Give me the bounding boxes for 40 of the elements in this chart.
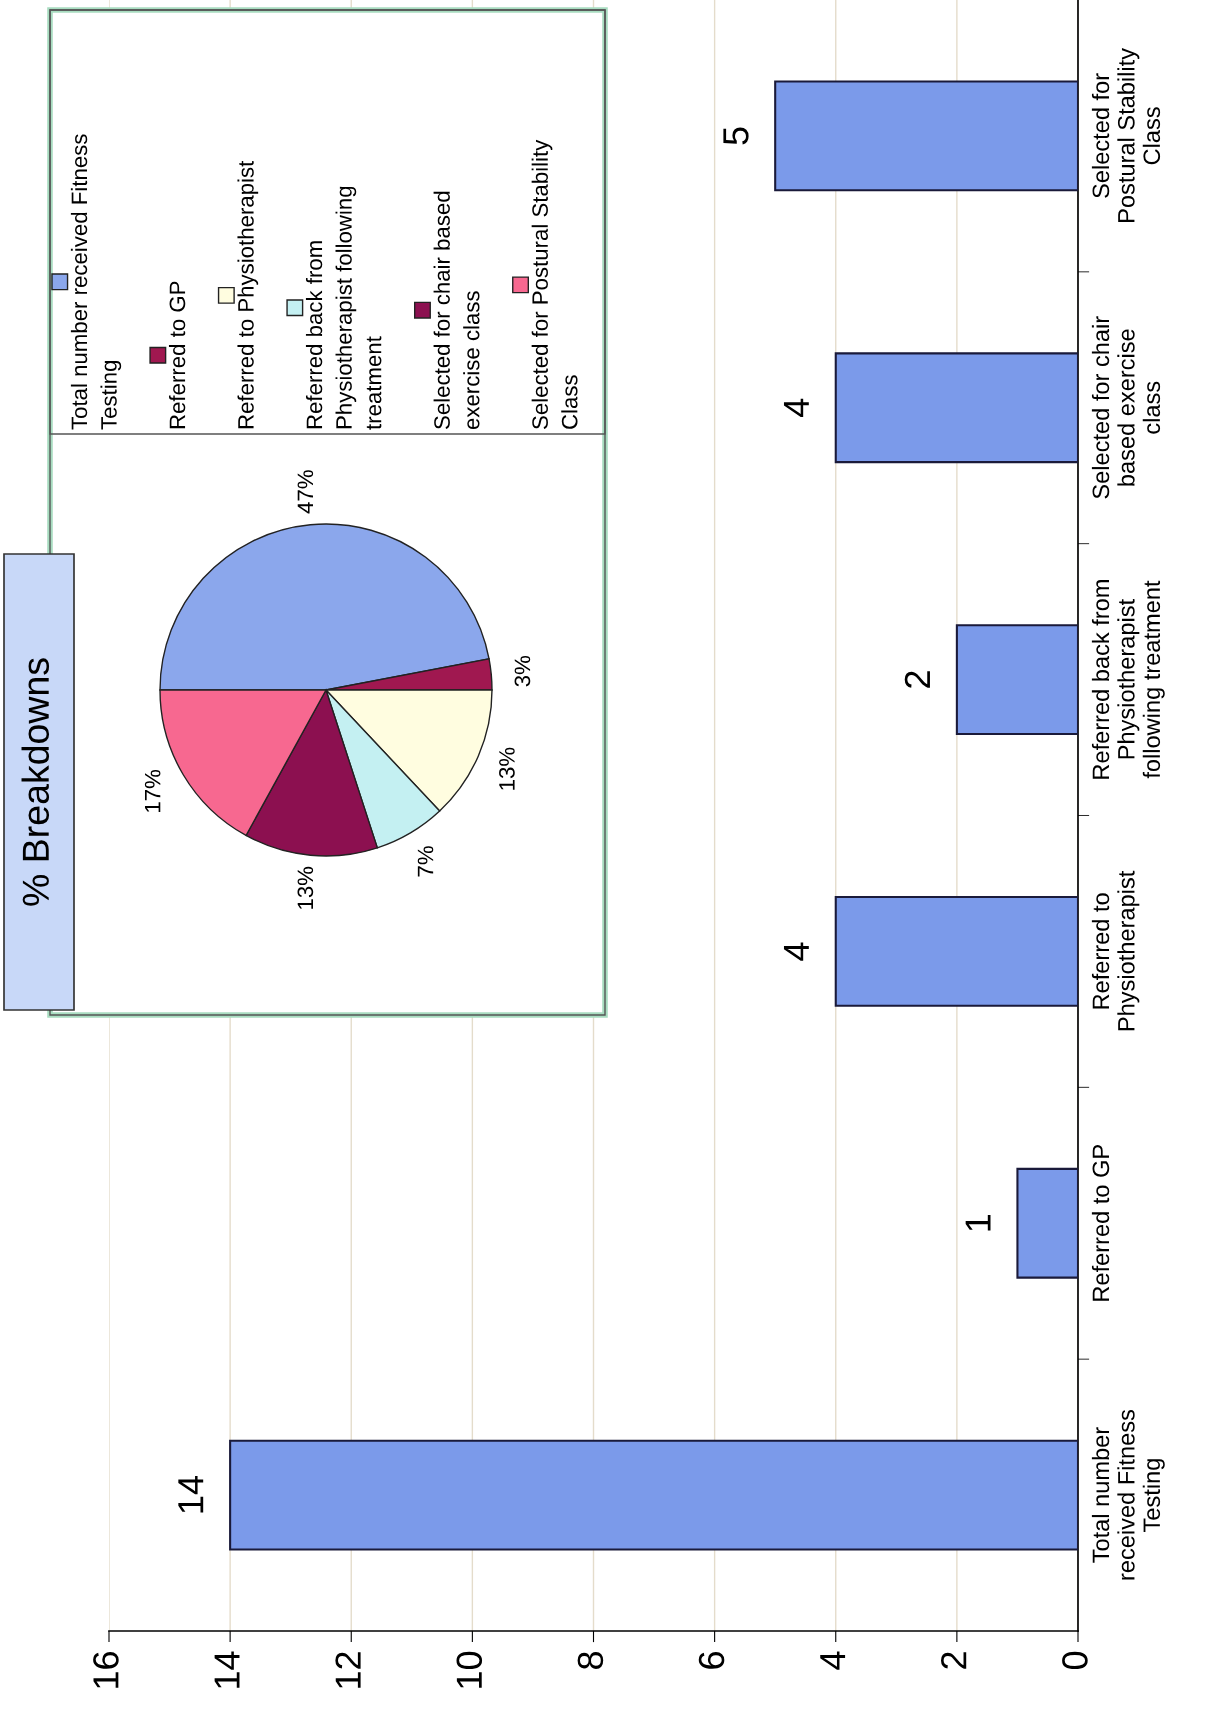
x-tick-label: 14 [214, 1651, 240, 1688]
data-label: 14 [178, 1476, 204, 1513]
legend-label: Referred back from Physiotherapist following treatment [305, 186, 382, 430]
data-label: 47% [297, 470, 314, 514]
y-tick-label: Referred to GP [1091, 1145, 1110, 1301]
data-label: 7% [417, 846, 434, 877]
x-tick-label: 4 [820, 1651, 846, 1670]
y-tick-label: Selected for Postural Stability Class [1091, 48, 1161, 222]
bar [955, 624, 1078, 735]
data-label: 1 [965, 1214, 991, 1231]
x-tick-label: 10 [456, 1651, 483, 1688]
legend-label: Selected for chair based exercise class [433, 191, 480, 430]
data-label: 3% [514, 655, 531, 687]
bar [834, 352, 1078, 464]
data-label: 13% [499, 747, 515, 790]
data-label: 5 [723, 127, 749, 145]
y-tick-label: Referred back from Physiotherapist following treatment [1091, 580, 1165, 779]
bar [1016, 1167, 1078, 1279]
bar [229, 1439, 1078, 1551]
x-tick-label: 2 [941, 1652, 967, 1669]
bar [774, 80, 1078, 192]
y-tick-label: Total number received Fitness Testing [1091, 1409, 1165, 1580]
x-tick-label: 6 [698, 1652, 725, 1669]
data-label: 4 [783, 942, 809, 961]
text: % Breakdowns [21, 658, 50, 906]
x-tick-label: 0 [1062, 1651, 1088, 1670]
data-label: 17% [144, 769, 161, 812]
data-label: 4 [783, 398, 809, 417]
legend-label: Referred to Physiotherapist [237, 160, 259, 429]
y-tick-label: Selected for chair based exercise class [1091, 316, 1161, 499]
legend-label: Total number received Fitness Testing [70, 134, 122, 430]
legend-label: Selected for Postural Stability Class [531, 139, 578, 429]
x-tick-label: 8 [577, 1652, 604, 1669]
legend-label: Referred to GP [168, 281, 186, 429]
x-tick-label: 12 [335, 1652, 361, 1688]
bar [834, 896, 1078, 1007]
x-tick-label: 16 [93, 1652, 119, 1688]
data-label: 13% [297, 866, 314, 909]
data-label: 2 [904, 671, 930, 688]
y-tick-label: Referred to Physiotherapist [1091, 870, 1140, 1031]
